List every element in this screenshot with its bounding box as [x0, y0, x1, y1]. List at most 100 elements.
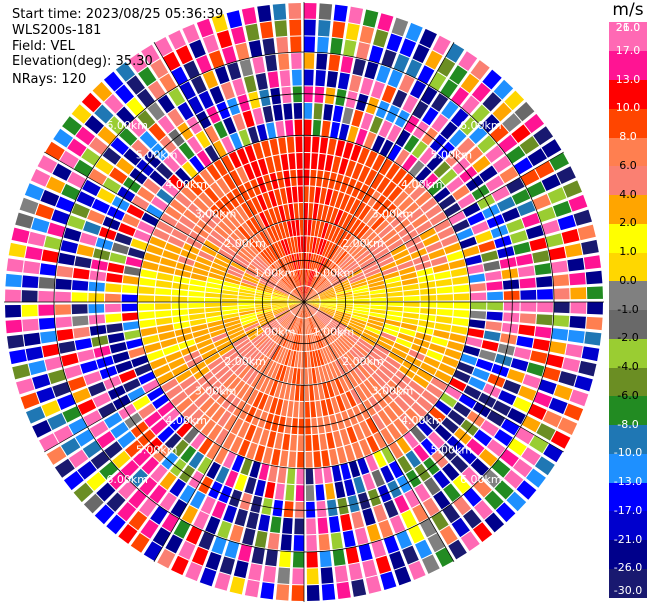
range-gate-cell: [240, 458, 253, 476]
range-gate-cell: [304, 302, 319, 308]
range-gate-cell: [304, 203, 309, 219]
range-gate-cell: [5, 289, 21, 302]
range-gate-cell: [286, 316, 296, 331]
range-gate-cell: [355, 93, 369, 112]
range-gate-cell: [237, 225, 251, 241]
range-gate-cell: [286, 333, 294, 349]
range-gate-cell: [366, 523, 381, 542]
range-gate-cell: [441, 417, 459, 434]
range-gate-cell: [400, 272, 417, 281]
range-gate-cell: [220, 244, 237, 257]
range-gate-cell: [215, 253, 232, 265]
range-gate-cell: [118, 403, 137, 420]
range-gate-cell: [425, 50, 443, 70]
range-gate-cell: [304, 103, 313, 119]
range-gate-cell: [324, 242, 334, 258]
range-gate-cell: [238, 307, 255, 313]
range-gate-cell: [358, 165, 371, 183]
range-gate-cell: [381, 49, 397, 68]
range-gate-cell: [83, 371, 102, 386]
range-gate-cell: [248, 40, 263, 58]
range-gate-cell: [251, 196, 263, 213]
range-gate-cell: [462, 202, 481, 218]
range-gate-cell: [188, 297, 205, 302]
range-gate-cell: [355, 42, 371, 60]
range-gate-cell: [218, 485, 233, 504]
range-gate-cell: [374, 343, 390, 356]
range-gate-cell: [217, 410, 232, 427]
range-gate-cell: [39, 263, 57, 276]
range-gate-cell: [124, 440, 143, 458]
range-gate-cell: [507, 438, 527, 456]
range-gate-cell: [440, 168, 458, 186]
range-gate-cell: [367, 488, 382, 507]
range-gate-cell: [307, 219, 312, 236]
range-ring-label: 4.00km: [401, 414, 443, 427]
range-gate-cell: [364, 169, 378, 186]
range-gate-cell: [426, 383, 443, 398]
range-gate-cell: [408, 380, 425, 395]
range-gate-cell: [503, 290, 520, 300]
range-gate-cell: [295, 219, 300, 236]
range-gate-cell: [158, 331, 176, 341]
range-gate-cell: [369, 350, 385, 364]
range-gate-cell: [242, 367, 256, 383]
range-gate-cell: [198, 476, 214, 495]
range-gate-cell: [412, 121, 429, 139]
range-gate-cell: [207, 277, 224, 285]
range-gate-cell: [149, 236, 167, 249]
range-gate-cell: [482, 92, 502, 112]
range-gate-cell: [213, 121, 228, 139]
range-gate-cell: [264, 378, 275, 395]
range-gate-cell: [274, 483, 285, 500]
range-gate-cell: [344, 444, 356, 462]
range-gate-cell: [223, 116, 237, 135]
range-gate-cell: [20, 392, 40, 410]
range-gate-cell: [399, 413, 415, 430]
range-gate-cell: [293, 253, 299, 270]
range-gate-cell: [198, 437, 214, 455]
range-gate-cell: [103, 71, 124, 92]
range-gate-cell: [38, 276, 56, 289]
range-gate-cell: [404, 489, 421, 508]
range-gate-cell: [374, 220, 390, 235]
range-gate-cell: [370, 293, 387, 298]
range-gate-cell: [210, 328, 227, 338]
range-gate-cell: [524, 113, 545, 134]
range-gate-cell: [318, 308, 334, 317]
range-gate-cell: [175, 192, 192, 208]
range-gate-cell: [294, 334, 299, 351]
range-gate-cell: [99, 365, 118, 380]
range-gate-cell: [317, 204, 324, 221]
range-gate-cell: [246, 199, 258, 216]
range-gate-cell: [277, 311, 291, 322]
range-gate-cell: [314, 350, 321, 367]
range-gate-cell: [128, 510, 148, 531]
range-gate-cell: [257, 4, 272, 23]
range-gate-cell: [77, 460, 97, 480]
range-gate-cell: [467, 211, 485, 226]
range-gate-cell: [44, 356, 63, 371]
range-gate-cell: [240, 282, 257, 290]
range-gate-cell: [342, 530, 356, 548]
colorbar-tick-label: 6.0: [619, 158, 637, 172]
range-gate-cell: [556, 166, 576, 185]
range-gate-cell: [260, 582, 275, 600]
range-gate-cell: [188, 285, 206, 292]
range-gate-cell: [265, 156, 275, 174]
range-gate-cell: [365, 150, 378, 168]
range-gate-cell: [244, 144, 257, 162]
range-gate-cell: [320, 399, 329, 417]
range-gate-cell: [81, 92, 102, 113]
range-gate-cell: [369, 284, 386, 291]
range-gate-cell: [402, 94, 419, 114]
range-gate-cell: [128, 52, 148, 73]
range-gate-cell: [153, 364, 171, 378]
range-gate-cell: [193, 174, 209, 191]
range-gate-cell: [295, 318, 301, 334]
range-gate-cell: [435, 315, 453, 324]
range-ring-label: 3.00km: [195, 384, 237, 397]
range-gate-cell: [265, 342, 277, 358]
range-gate-cell: [294, 518, 304, 535]
range-gate-cell: [415, 539, 433, 559]
